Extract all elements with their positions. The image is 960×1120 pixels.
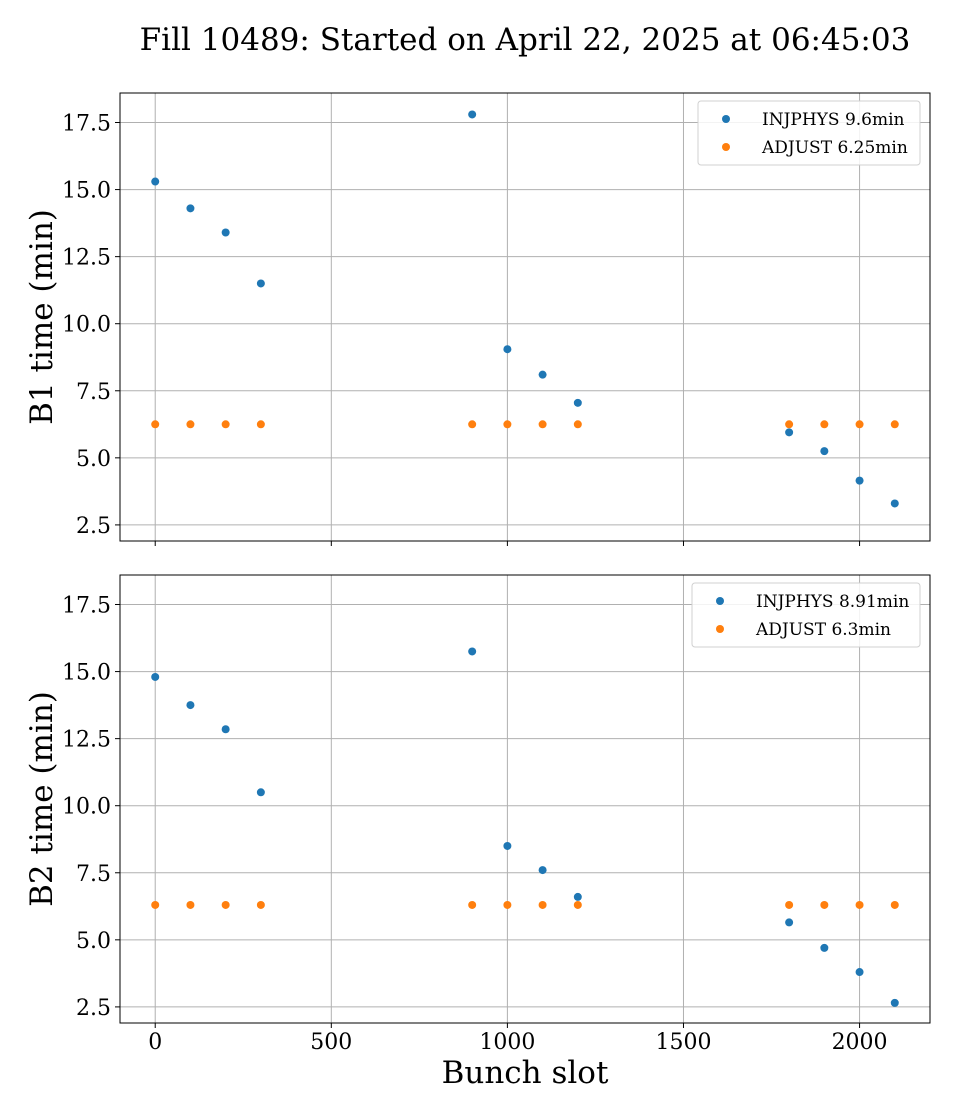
legend-label-adjust: ADJUST 6.3min [755,620,891,640]
data-point-adjust [186,900,195,909]
data-point-adjust [855,900,864,909]
data-point-injphys [221,725,230,734]
data-point-injphys [573,398,582,407]
data-point-injphys [785,428,794,437]
legend-marker-adjust [716,625,724,633]
y-tick-label: 17.5 [62,594,111,619]
data-point-injphys [256,279,265,288]
y-tick-label: 5.0 [76,447,111,472]
data-point-injphys [221,228,230,237]
data-point-adjust [221,420,230,429]
y-tick-label: 5.0 [76,929,111,954]
data-point-injphys [256,788,265,797]
data-point-injphys [503,345,512,354]
data-point-adjust [890,420,899,429]
data-point-adjust [855,420,864,429]
y-axis-label: B2 time (min) [24,691,60,907]
chart-title: Fill 10489: Started on April 22, 2025 at… [139,22,911,58]
y-tick-label: 15.0 [62,661,111,686]
data-point-adjust [503,900,512,909]
data-point-adjust [503,420,512,429]
data-point-injphys [538,866,547,875]
y-tick-label: 12.5 [62,246,111,271]
data-point-injphys [890,499,899,508]
data-point-adjust [785,420,794,429]
data-point-adjust [186,420,195,429]
y-tick-label: 12.5 [62,728,111,753]
data-point-injphys [186,204,195,213]
y-axis-label: B1 time (min) [24,209,60,425]
x-axis-label: Bunch slot [442,1055,609,1091]
data-point-adjust [538,420,547,429]
y-tick-label: 17.5 [62,112,111,137]
data-point-adjust [468,420,477,429]
data-point-adjust [256,900,265,909]
x-tick-label: 0 [148,1030,162,1055]
data-point-adjust [151,900,160,909]
plot-frame [119,92,931,542]
data-point-injphys [538,370,547,379]
data-point-adjust [573,420,582,429]
data-point-injphys [151,672,160,681]
data-point-injphys [785,918,794,927]
data-point-injphys [855,476,864,485]
legend-marker-adjust [722,143,730,151]
data-point-injphys [468,110,477,119]
data-point-injphys [468,647,477,656]
data-point-injphys [186,701,195,710]
y-tick-label: 7.5 [76,862,111,887]
data-point-adjust [151,420,160,429]
data-point-adjust [573,900,582,909]
plot-frame [119,574,931,1024]
x-tick-label: 1500 [655,1030,711,1055]
data-point-injphys [855,968,864,977]
legend-box [691,582,921,648]
data-point-adjust [820,900,829,909]
data-point-adjust [785,900,794,909]
y-tick-label: 10.0 [62,313,111,338]
y-tick-label: 2.5 [76,514,111,539]
data-point-adjust [890,900,899,909]
data-point-injphys [503,841,512,850]
data-point-injphys [890,998,899,1007]
legend-marker-injphys [722,115,730,123]
y-tick-label: 15.0 [62,179,111,204]
data-point-injphys [820,943,829,952]
legend-label-injphys: INJPHYS 8.91min [756,592,909,612]
data-point-injphys [820,447,829,456]
data-point-adjust [820,420,829,429]
x-tick-label: 500 [310,1030,352,1055]
data-point-adjust [538,900,547,909]
x-tick-label: 2000 [832,1030,888,1055]
data-point-injphys [151,177,160,186]
data-point-injphys [573,892,582,901]
legend-box [697,100,921,166]
y-tick-label: 2.5 [76,996,111,1021]
legend-marker-injphys [716,597,724,605]
legend-label-injphys: INJPHYS 9.6min [762,110,905,130]
data-point-adjust [221,900,230,909]
legend-label-adjust: ADJUST 6.25min [761,138,908,158]
data-point-adjust [468,900,477,909]
x-tick-label: 1000 [479,1030,535,1055]
y-tick-label: 7.5 [76,380,111,405]
y-tick-label: 10.0 [62,795,111,820]
data-point-adjust [256,420,265,429]
